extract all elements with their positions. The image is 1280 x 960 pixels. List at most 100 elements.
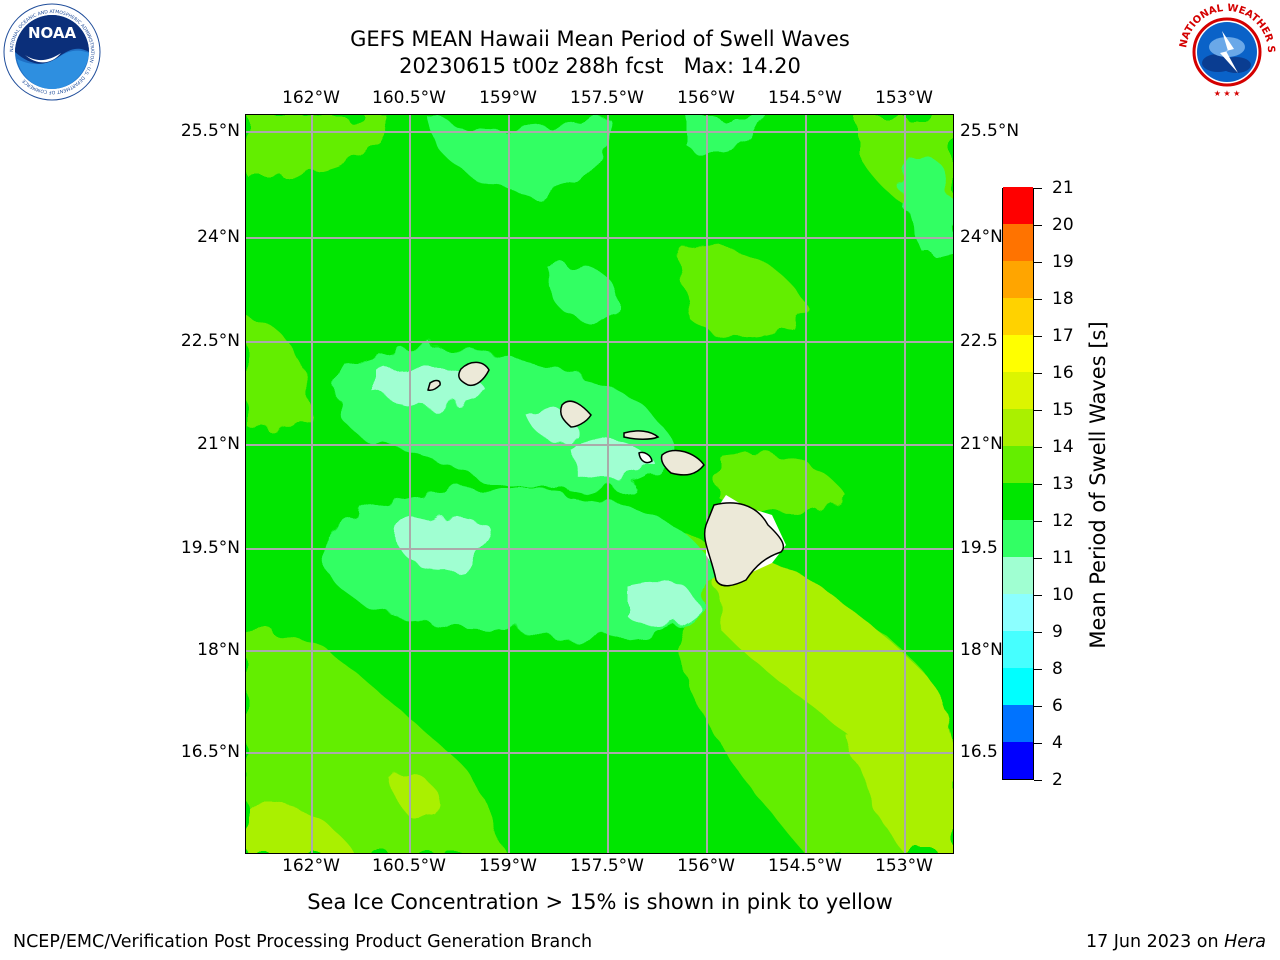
colorbar-level-label: 2	[1052, 770, 1063, 790]
map-subtitle: 20230615 t00z 288h fcst Max: 14.20	[399, 54, 801, 78]
lon-label-bottom: 154.5°W	[768, 856, 842, 876]
colorbar-tick	[1034, 706, 1042, 707]
colorbar-segment	[1003, 186, 1033, 224]
lat-label-left: 24°N	[197, 227, 240, 247]
lat-label-right: 19.5	[960, 538, 998, 558]
credit-date: 17 Jun 2023 on Hera	[1086, 932, 1266, 952]
colorbar-level-label: 20	[1052, 215, 1074, 235]
colorbar-level-label: 9	[1052, 622, 1063, 642]
lat-label-right: 24°N	[960, 227, 1003, 247]
colorbar-tick	[1034, 558, 1042, 559]
colorbar-tick	[1034, 780, 1042, 781]
colorbar	[1002, 186, 1034, 780]
maui	[660, 449, 705, 476]
lat-label-left: 21°N	[197, 434, 240, 454]
lat-label-right: 18°N	[960, 640, 1003, 660]
colorbar-tick	[1034, 632, 1042, 633]
colorbar-tick	[1034, 595, 1042, 596]
colorbar-level-label: 16	[1052, 363, 1074, 383]
colorbar-level-label: 10	[1052, 585, 1074, 605]
lat-label-left: 16.5°N	[180, 742, 240, 762]
graticule	[246, 115, 953, 853]
lon-label-top: 153°W	[875, 88, 933, 108]
lon-label-top: 159°W	[479, 88, 537, 108]
lon-label-bottom: 160.5°W	[372, 856, 446, 876]
lon-label-top: 157.5°W	[570, 88, 644, 108]
colorbar-tick	[1034, 669, 1042, 670]
colorbar-tick	[1034, 225, 1042, 226]
lat-label-right: 16.5	[960, 742, 998, 762]
svg-text:NOAA: NOAA	[28, 24, 77, 42]
lat-label-right: 25.5°N	[960, 121, 1020, 141]
colorbar-tick	[1034, 410, 1042, 411]
colorbar-level-label: 11	[1052, 548, 1074, 568]
nws-logo: NATIONAL WEATHER SERVICE ★ ★ ★	[1174, 0, 1276, 101]
map-title: GEFS MEAN Hawaii Mean Period of Swell Wa…	[350, 27, 850, 51]
colorbar-tick	[1034, 188, 1042, 189]
colorbar-level-label: 14	[1052, 437, 1074, 457]
colorbar-segment	[1003, 741, 1033, 779]
map-field	[246, 115, 953, 853]
lon-label-bottom: 157.5°W	[570, 856, 644, 876]
colorbar-segment	[1003, 482, 1033, 520]
colorbar-segment	[1003, 260, 1033, 298]
lon-label-top: 162°W	[282, 88, 340, 108]
lanai	[638, 451, 653, 464]
colorbar-segment	[1003, 408, 1033, 446]
colorbar-segment	[1003, 445, 1033, 483]
lon-label-top: 156°W	[677, 88, 735, 108]
colorbar-tick	[1034, 373, 1042, 374]
colorbar-level-label: 13	[1052, 474, 1074, 494]
lat-label-left: 18°N	[197, 640, 240, 660]
colorbar-level-label: 8	[1052, 659, 1063, 679]
swell-period-map	[245, 114, 954, 854]
colorbar-tick	[1034, 484, 1042, 485]
colorbar-segment	[1003, 630, 1033, 668]
hawaiian-islands	[427, 361, 786, 587]
niihau	[427, 379, 441, 391]
colorbar-tick	[1034, 262, 1042, 263]
colorbar-level-label: 21	[1052, 178, 1074, 198]
noaa-logo-icon: NOAA NATIONAL OCEANIC AND ATMOSPHERIC AD…	[3, 3, 101, 101]
colorbar-segment	[1003, 297, 1033, 335]
lon-label-bottom: 159°W	[479, 856, 537, 876]
colorbar-level-label: 4	[1052, 733, 1063, 753]
credit-branch: NCEP/EMC/Verification Post Processing Pr…	[13, 932, 593, 952]
lon-label-bottom: 162°W	[282, 856, 340, 876]
colorbar-segment	[1003, 519, 1033, 557]
colorbar-segment	[1003, 593, 1033, 631]
noaa-logo: NOAA NATIONAL OCEANIC AND ATMOSPHERIC AD…	[3, 3, 101, 101]
lat-label-left: 22.5°N	[180, 331, 240, 351]
contour-fill	[246, 115, 953, 853]
lon-label-bottom: 156°W	[677, 856, 735, 876]
colorbar-segment	[1003, 371, 1033, 409]
oahu	[559, 400, 592, 428]
colorbar-segment	[1003, 223, 1033, 261]
colorbar-level-label: 18	[1052, 289, 1074, 309]
colorbar-level-label: 19	[1052, 252, 1074, 272]
colorbar-tick	[1034, 521, 1042, 522]
colorbar-tick	[1034, 447, 1042, 448]
lat-label-right: 21°N	[960, 434, 1003, 454]
colorbar-tick	[1034, 299, 1042, 300]
colorbar-level-label: 6	[1052, 696, 1063, 716]
credit-date-text: 17 Jun 2023 on	[1085, 932, 1225, 952]
colorbar-segment	[1003, 556, 1033, 594]
credit-machine: Hera	[1224, 932, 1266, 952]
lat-label-left: 19.5°N	[180, 538, 240, 558]
colorbar-level-label: 15	[1052, 400, 1074, 420]
lon-label-bottom: 153°W	[875, 856, 933, 876]
nws-logo-icon: NATIONAL WEATHER SERVICE ★ ★ ★	[1174, 0, 1276, 99]
molokai	[623, 430, 660, 440]
lat-label-left: 25.5°N	[180, 121, 240, 141]
colorbar-segment	[1003, 334, 1033, 372]
lon-label-top: 160.5°W	[372, 88, 446, 108]
colorbar-level-label: 17	[1052, 326, 1074, 346]
colorbar-tick	[1034, 336, 1042, 337]
footnote-text: Sea Ice Concentration > 15% is shown in …	[307, 890, 893, 914]
big-island	[704, 502, 785, 587]
lat-label-right: 22.5	[960, 331, 998, 351]
colorbar-level-label: 12	[1052, 511, 1074, 531]
sea-ice-footnote: Sea Ice Concentration > 15% is shown in …	[0, 890, 1280, 914]
colorbar-segment	[1003, 704, 1033, 742]
